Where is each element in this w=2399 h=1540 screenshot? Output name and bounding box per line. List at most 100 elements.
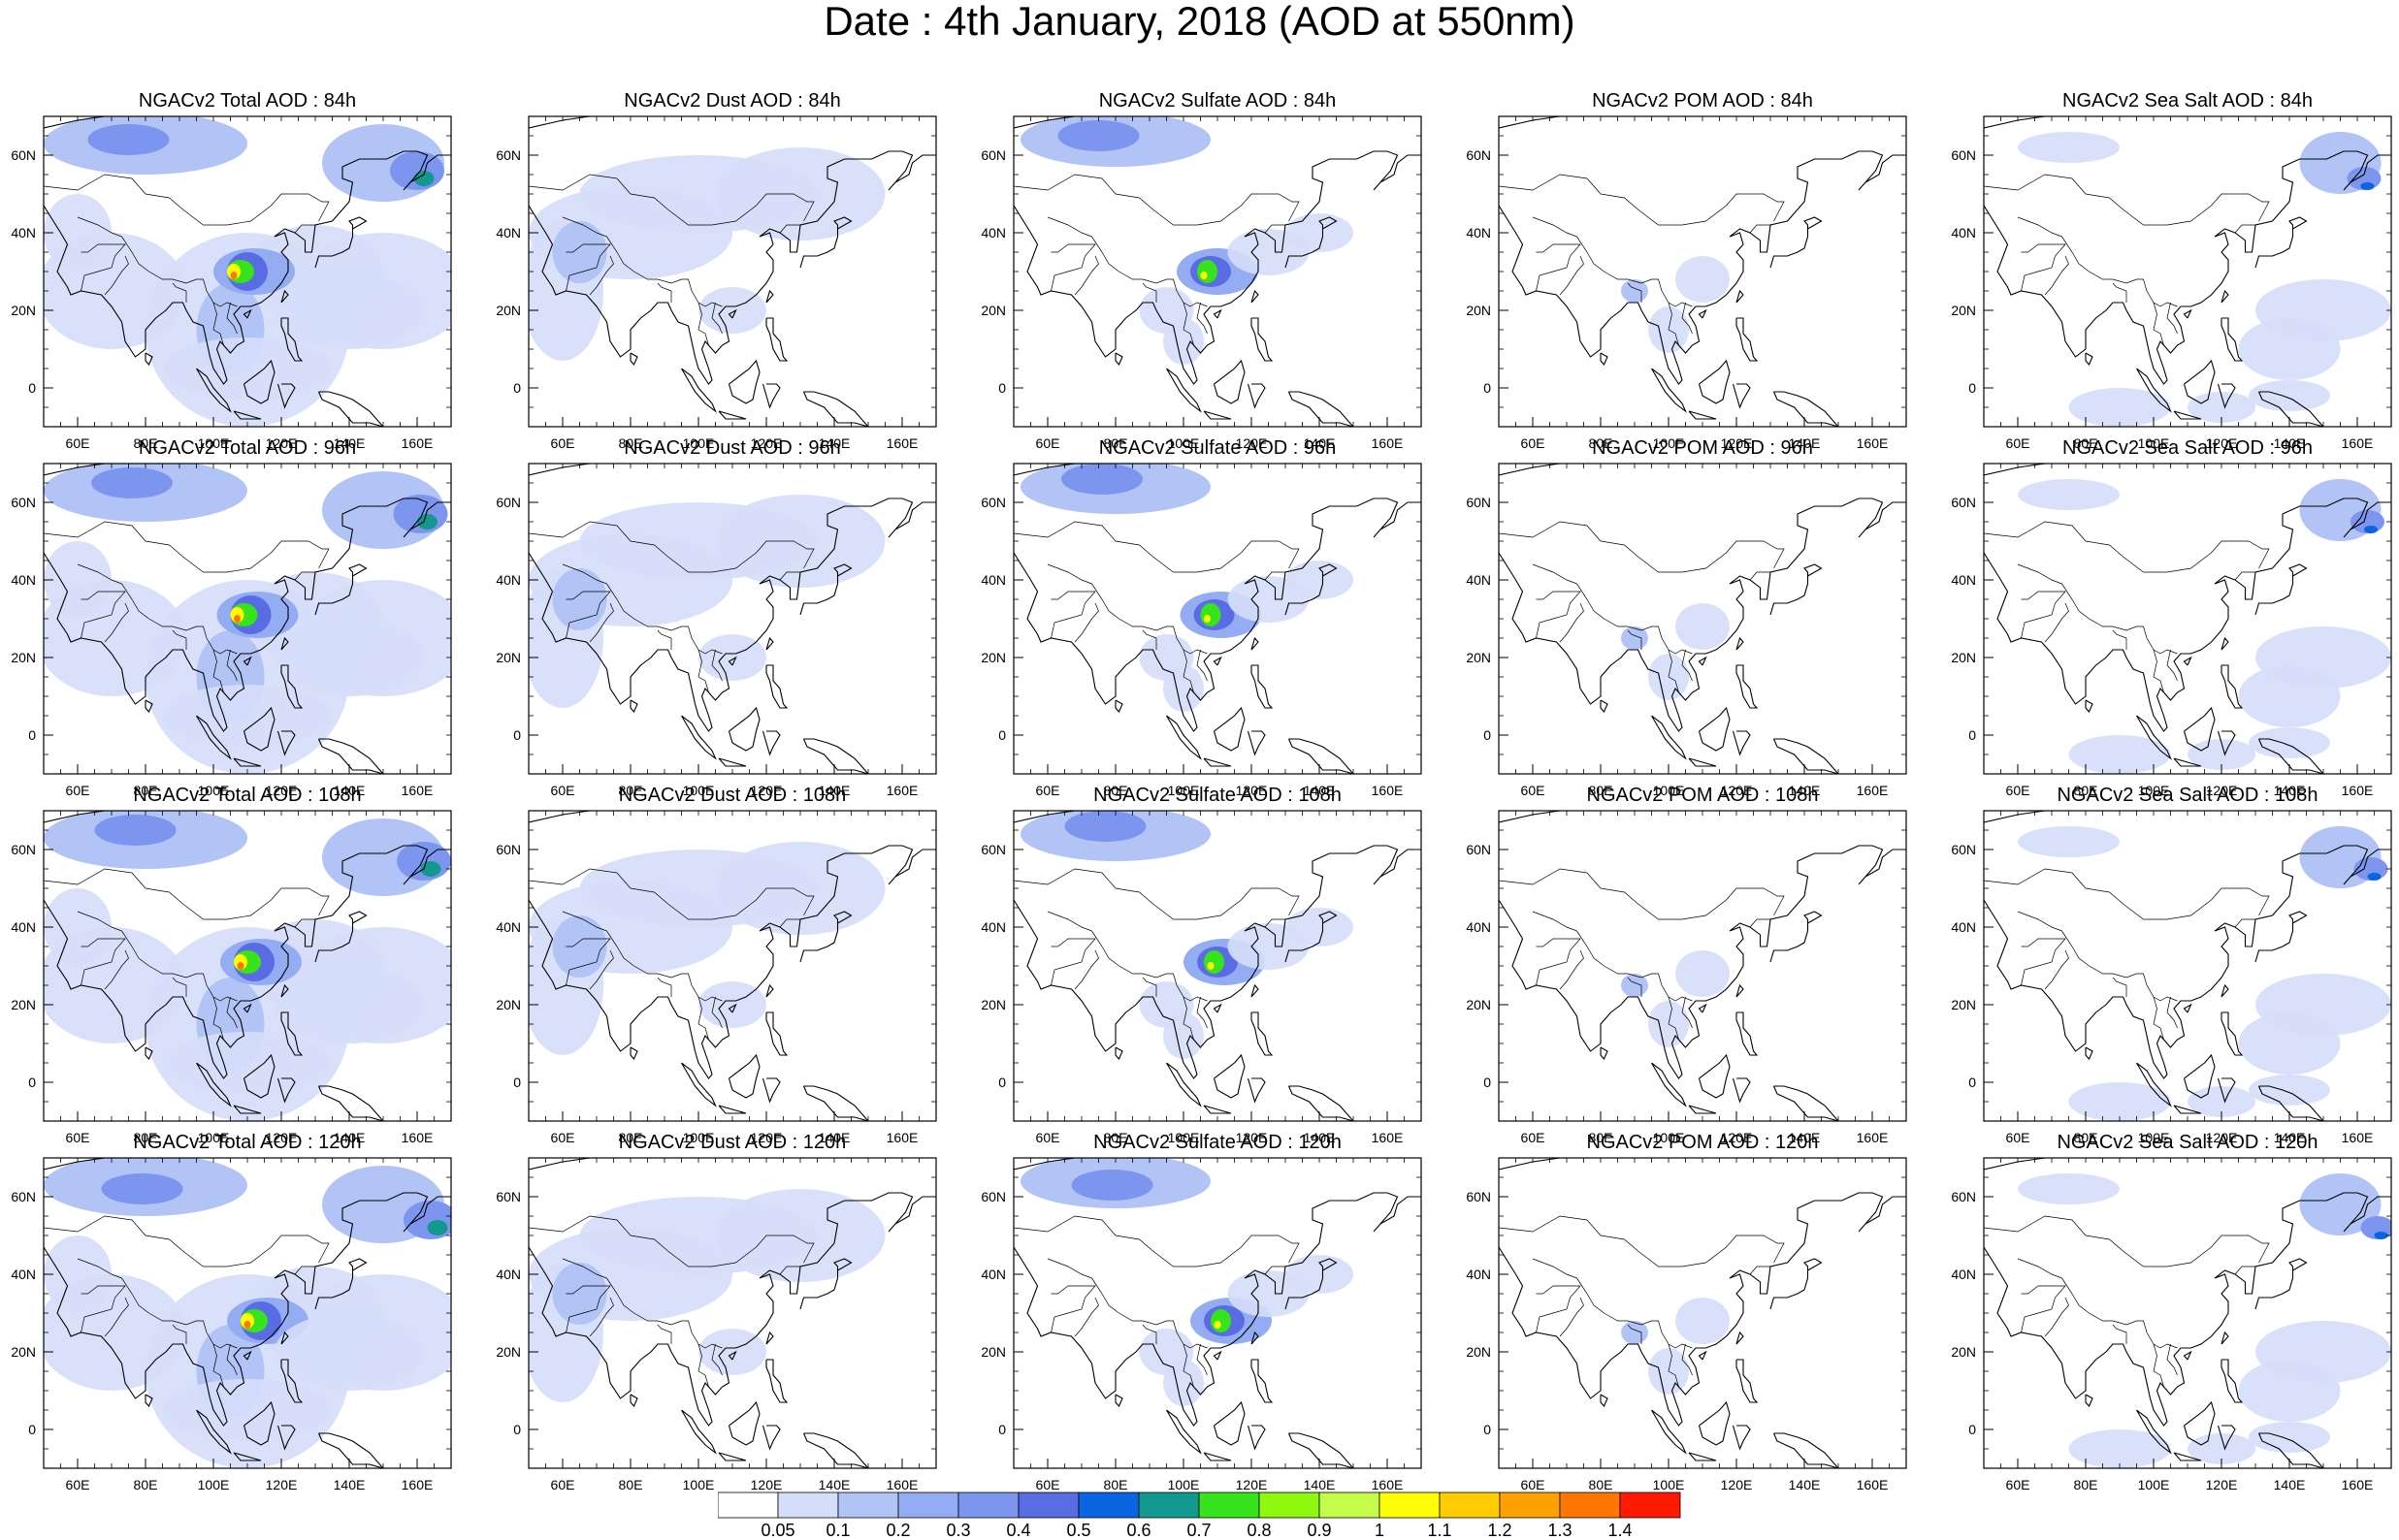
coastline bbox=[314, 1258, 368, 1310]
country-border bbox=[1196, 996, 1208, 1029]
country-border bbox=[2021, 591, 2066, 639]
aod-map: 60E 80E 100E 120E 140E 160E 60N 40N 20N 0 bbox=[496, 115, 937, 451]
coastline bbox=[762, 1425, 781, 1451]
country-border bbox=[2234, 918, 2255, 928]
coastline bbox=[243, 1350, 252, 1361]
aod-plume bbox=[2238, 665, 2341, 727]
coastline bbox=[630, 1046, 638, 1061]
aod-plume bbox=[420, 861, 441, 877]
country-border bbox=[104, 949, 129, 990]
lat-tick-label: 20N bbox=[981, 1344, 1006, 1360]
country-border bbox=[1627, 282, 1642, 303]
country-border bbox=[2166, 996, 2178, 1029]
aod-field bbox=[44, 811, 451, 1121]
coastline bbox=[2221, 1331, 2229, 1345]
lon-tick-label: 80E bbox=[1589, 435, 1613, 451]
aod-plume bbox=[2238, 318, 2341, 380]
aod-field bbox=[1021, 1158, 1353, 1406]
map-outlines bbox=[1984, 1158, 2391, 1468]
lon-tick-label: 100E bbox=[1653, 435, 1685, 451]
coastline bbox=[1250, 289, 1259, 304]
aod-plume bbox=[2068, 1429, 2171, 1468]
aod-plume bbox=[552, 915, 607, 978]
aod-plume bbox=[2249, 380, 2330, 411]
map-outlines bbox=[1014, 811, 1421, 1121]
lon-tick-label: 60E bbox=[2006, 1477, 2030, 1492]
lon-tick-label: 60E bbox=[551, 435, 575, 451]
country-border bbox=[1749, 918, 1770, 928]
country-border bbox=[779, 224, 800, 234]
lat-tick-label: 0 bbox=[1483, 727, 1491, 743]
lon-tick-label: 120E bbox=[2206, 783, 2238, 798]
aod-plume bbox=[162, 685, 333, 747]
colorbar-swatch bbox=[897, 1492, 959, 1519]
coastline bbox=[2085, 1394, 2093, 1408]
lon-tick-label: 60E bbox=[66, 783, 90, 798]
lon-tick-label: 140E bbox=[334, 1477, 366, 1492]
country-border bbox=[562, 1258, 607, 1279]
country-border bbox=[566, 938, 611, 986]
coastline bbox=[529, 150, 936, 385]
panel-title: NGACv2 Sulfate AOD : 84h bbox=[1098, 90, 1337, 112]
colorbar-swatch bbox=[1619, 1492, 1681, 1519]
aod-map: 60E 80E 100E 120E 140E 160E 60N 40N 20N 0 bbox=[981, 115, 1422, 451]
lon-tick-label: 120E bbox=[266, 1477, 298, 1492]
country-border bbox=[529, 521, 815, 573]
lon-tick-label: 160E bbox=[1857, 1477, 1889, 1492]
coastline bbox=[1250, 1011, 1274, 1056]
map-outlines bbox=[1984, 811, 2391, 1121]
coastline bbox=[2136, 1062, 2172, 1107]
lon-tick-label: 100E bbox=[2138, 1477, 2170, 1492]
lat-tick-label: 0 bbox=[998, 1422, 1006, 1437]
aod-plume bbox=[1071, 1170, 1153, 1201]
lon-tick-label: 60E bbox=[2006, 435, 2030, 451]
country-border bbox=[1264, 224, 1285, 234]
aod-plume bbox=[230, 272, 238, 279]
country-border bbox=[589, 1297, 614, 1337]
coastline bbox=[1698, 308, 1707, 319]
coastline bbox=[1166, 1062, 1202, 1107]
coastline bbox=[2257, 1085, 2324, 1121]
lat-tick-label: 20N bbox=[1951, 997, 1976, 1012]
coastline bbox=[802, 738, 869, 774]
map-panel-sulfate-120h: NGACv2 Sulfate AOD : 120h 60E 80E 100E 120E 1… bbox=[975, 1131, 1431, 1492]
map-panel-dust-108h: NGACv2 Dust AOD : 108h 60E 80E 100E 120E 140E… bbox=[490, 784, 946, 1145]
country-border bbox=[1183, 649, 1194, 693]
aod-plume bbox=[243, 1321, 251, 1329]
country-border bbox=[1051, 938, 1096, 986]
lon-tick-label: 140E bbox=[1789, 783, 1821, 798]
panel-title: NGACv2 Dust AOD : 108h bbox=[618, 785, 847, 806]
aod-field bbox=[1021, 464, 1353, 712]
coastline bbox=[802, 1432, 869, 1468]
coastline bbox=[1651, 368, 1687, 413]
colorbar-label: 1.3 bbox=[1547, 1521, 1572, 1540]
country-border bbox=[711, 1343, 723, 1376]
coastline bbox=[1698, 359, 1731, 404]
coastline bbox=[1735, 1359, 1759, 1403]
country-border bbox=[657, 282, 672, 303]
lat-tick-label: 40N bbox=[11, 572, 36, 588]
lat-tick-label: 40N bbox=[981, 225, 1006, 241]
lon-tick-label: 140E bbox=[1789, 435, 1821, 451]
country-border bbox=[1074, 949, 1099, 990]
country-border bbox=[2166, 649, 2178, 682]
lat-tick-label: 40N bbox=[1951, 572, 1976, 588]
lon-tick-label: 120E bbox=[1236, 1130, 1268, 1145]
coastline bbox=[2257, 391, 2324, 427]
map-panel-total-84h: NGACv2 Total AOD : 84h 60E 80E 100E 120E 140E… bbox=[5, 89, 461, 451]
coastline bbox=[1014, 497, 1421, 732]
country-border bbox=[697, 302, 709, 346]
aod-plume bbox=[2249, 727, 2330, 758]
panel-title: NGACv2 Dust AOD : 120h bbox=[618, 1132, 847, 1153]
aod-plume bbox=[2238, 1012, 2341, 1075]
lon-tick-label: 120E bbox=[1236, 783, 1268, 798]
lat-tick-label: 20N bbox=[1951, 303, 1976, 318]
coastline bbox=[1769, 563, 1823, 616]
map-outlines bbox=[44, 116, 451, 427]
coastline bbox=[280, 983, 289, 998]
colorbar-label: 0.9 bbox=[1307, 1521, 1331, 1540]
map-panel-pom-96h: NGACv2 POM AOD : 96h 60E 80E 100E 120E 140E 16… bbox=[1460, 436, 1916, 798]
aod-map: 60E 80E 100E 120E 140E 160E 60N 40N 20N 0 bbox=[1951, 115, 2392, 451]
country-border bbox=[44, 868, 330, 920]
country-border bbox=[1559, 255, 1584, 296]
